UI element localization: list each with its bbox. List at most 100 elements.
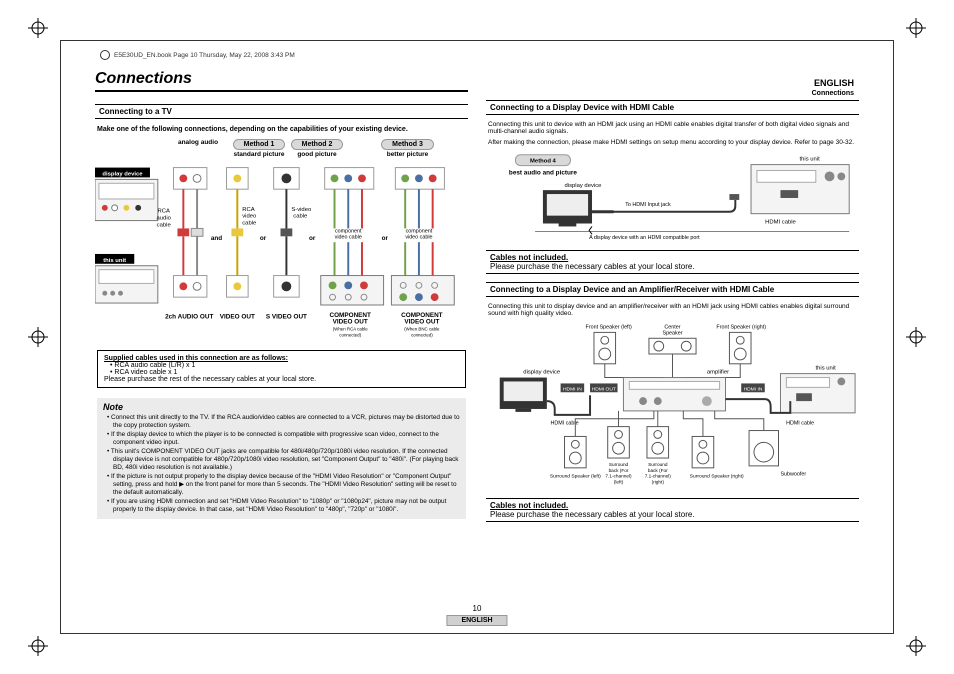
method3-sub: better picture bbox=[387, 151, 429, 158]
cables-not-included-bar-2: Cables not included. Please purchase the… bbox=[486, 498, 859, 522]
svg-text:(right): (right) bbox=[652, 480, 665, 485]
note-item: If the display device to which the playe… bbox=[107, 431, 460, 447]
sun-icon bbox=[100, 50, 110, 60]
svg-text:video cable: video cable bbox=[405, 234, 432, 240]
svg-text:VIDEO OUT: VIDEO OUT bbox=[404, 319, 439, 326]
method2-sub: good picture bbox=[297, 151, 336, 158]
note-box: Note Connect this unit directly to the T… bbox=[97, 398, 466, 519]
cables-note-2: Please purchase the necessary cables at … bbox=[490, 510, 695, 519]
crop-mark-icon bbox=[906, 18, 926, 38]
svg-text:connected): connected) bbox=[339, 332, 361, 337]
svg-text:Front Speaker (left): Front Speaker (left) bbox=[586, 324, 633, 330]
svg-text:cable: cable bbox=[157, 222, 171, 228]
svg-text:HDMI IN: HDMI IN bbox=[563, 386, 582, 392]
svg-text:2ch AUDIO OUT: 2ch AUDIO OUT bbox=[165, 314, 213, 321]
note-list: Connect this unit directly to the TV. If… bbox=[103, 414, 460, 514]
doc-meta: E5E30UD_EN.book Page 10 Thursday, May 22… bbox=[100, 50, 295, 60]
right-column: Connecting to a Display Device with HDMI… bbox=[486, 70, 859, 614]
crop-mark-icon bbox=[906, 327, 926, 347]
svg-text:S-video: S-video bbox=[291, 207, 312, 213]
svg-text:Surround Speaker (left): Surround Speaker (left) bbox=[550, 474, 601, 480]
svg-text:HDMI cable: HDMI cable bbox=[786, 421, 814, 427]
svg-text:display device: display device bbox=[565, 183, 602, 189]
svg-text:7.1-channel): 7.1-channel) bbox=[645, 474, 672, 479]
svg-text:amplifier: amplifier bbox=[707, 370, 729, 376]
note-item: If the picture is not output properly to… bbox=[107, 473, 460, 497]
svg-text:this unit: this unit bbox=[816, 366, 837, 372]
svg-text:RCA: RCA bbox=[158, 209, 170, 215]
svg-text:or: or bbox=[260, 235, 267, 242]
method3-pill: Method 3 bbox=[381, 139, 434, 150]
meta-filename: E5E30UD_EN.book Page 10 Thursday, May 22… bbox=[114, 52, 295, 59]
svg-text:A display device with an HDMI: A display device with an HDMI compatible… bbox=[589, 235, 700, 241]
svg-text:VIDEO OUT: VIDEO OUT bbox=[220, 314, 255, 321]
svg-text:RCA: RCA bbox=[242, 207, 254, 213]
svg-text:Method 4: Method 4 bbox=[530, 159, 557, 165]
sec3-p: Connecting this unit to display device a… bbox=[488, 303, 857, 317]
supplied-item: RCA audio cable (L/R) x 1 bbox=[114, 362, 195, 369]
svg-text:(When BNC cable: (When BNC cable bbox=[404, 327, 440, 332]
amplifier-diagram: Front Speaker (left) CenterSpeaker Front… bbox=[486, 319, 859, 494]
svg-text:best audio and picture: best audio and picture bbox=[509, 169, 577, 176]
crop-mark-icon bbox=[28, 636, 48, 656]
analog-audio-label: analog audio bbox=[178, 139, 218, 146]
svg-text:7.1-channel): 7.1-channel) bbox=[605, 474, 632, 479]
section-connecting-tv: Connecting to a TV bbox=[95, 104, 468, 119]
page-title: Connections bbox=[95, 70, 468, 92]
svg-text:Speaker: Speaker bbox=[662, 330, 682, 336]
supplied-item: RCA video cable x 1 bbox=[114, 369, 177, 376]
crop-mark-icon bbox=[28, 18, 48, 38]
svg-text:HDMI cable: HDMI cable bbox=[550, 421, 578, 427]
svg-text:cable: cable bbox=[293, 214, 307, 220]
svg-text:HDMI cable: HDMI cable bbox=[765, 220, 796, 226]
sec2-p2: After making the connection, please make… bbox=[488, 139, 857, 146]
svg-text:this unit: this unit bbox=[103, 258, 126, 264]
svg-text:S VIDEO OUT: S VIDEO OUT bbox=[266, 314, 307, 321]
supplied-footer: Please purchase the rest of the necessar… bbox=[104, 376, 459, 383]
svg-text:or: or bbox=[382, 235, 389, 242]
page-footer: 10 ENGLISH bbox=[446, 604, 507, 626]
svg-text:video: video bbox=[242, 214, 257, 220]
sec2-p1: Connecting this unit to device with an H… bbox=[488, 121, 857, 135]
svg-text:audio: audio bbox=[157, 216, 172, 222]
svg-text:HDMI IN: HDMI IN bbox=[744, 386, 763, 392]
hdmi-diagram: Method 4 best audio and picture this uni… bbox=[486, 152, 859, 242]
footer-lang: ENGLISH bbox=[446, 615, 507, 626]
note-item: If you are using HDMI connection and set… bbox=[107, 498, 460, 514]
section-hdmi-amp: Connecting to a Display Device and an Am… bbox=[486, 282, 859, 297]
note-title: Note bbox=[103, 402, 460, 412]
svg-text:connected): connected) bbox=[411, 332, 433, 337]
tv-connection-diagram: display device this unit RCA audio cable bbox=[95, 162, 468, 342]
svg-text:display device: display device bbox=[102, 171, 143, 177]
svg-text:HDMI OUT: HDMI OUT bbox=[592, 386, 616, 392]
cables-note: Please purchase the necessary cables at … bbox=[490, 262, 695, 271]
page-number: 10 bbox=[446, 604, 507, 613]
note-item: Connect this unit directly to the TV. If… bbox=[107, 414, 460, 430]
svg-text:(When RCA cable: (When RCA cable bbox=[333, 327, 369, 332]
svg-text:video cable: video cable bbox=[335, 234, 362, 240]
svg-text:To HDMI Input jack: To HDMI Input jack bbox=[625, 202, 671, 208]
svg-text:display device: display device bbox=[523, 370, 560, 376]
svg-text:(left): (left) bbox=[614, 480, 624, 485]
svg-text:Surround: Surround bbox=[609, 462, 629, 467]
cables-not-title-2: Cables not included. bbox=[490, 501, 568, 510]
svg-text:and: and bbox=[211, 235, 222, 242]
svg-text:cable: cable bbox=[242, 221, 256, 227]
note-item: This unit's COMPONENT VIDEO OUT jacks ar… bbox=[107, 448, 460, 472]
supplied-cables-box: Supplied cables used in this connection … bbox=[97, 350, 466, 388]
svg-text:or: or bbox=[309, 235, 316, 242]
crop-mark-icon bbox=[28, 327, 48, 347]
svg-text:Subwoofer: Subwoofer bbox=[780, 472, 806, 478]
svg-text:back (For: back (For bbox=[648, 468, 668, 473]
cables-not-included-bar: Cables not included. Please purchase the… bbox=[486, 250, 859, 274]
svg-text:this unit: this unit bbox=[799, 157, 820, 163]
content: Connections Connecting to a TV Make one … bbox=[95, 70, 859, 614]
svg-text:Surround: Surround bbox=[648, 462, 668, 467]
svg-text:Front Speaker (right): Front Speaker (right) bbox=[716, 324, 766, 330]
instruction-text: Make one of the following connections, d… bbox=[97, 126, 468, 133]
method1-pill: Method 1 bbox=[233, 139, 286, 150]
svg-text:back (For: back (For bbox=[609, 468, 629, 473]
method1-sub: standard picture bbox=[234, 151, 285, 158]
svg-text:Surround Speaker (right): Surround Speaker (right) bbox=[690, 474, 744, 480]
cables-not-title: Cables not included. bbox=[490, 253, 568, 262]
